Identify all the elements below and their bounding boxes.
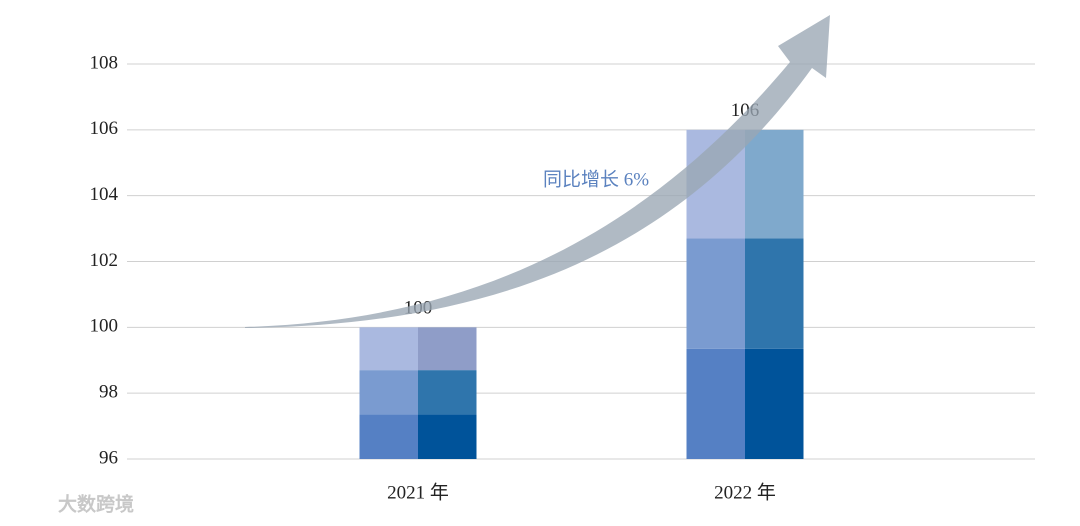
bar-segment — [359, 370, 418, 415]
bar-segment — [686, 238, 745, 349]
growth-arrow — [245, 15, 830, 328]
y-tick-label: 108 — [90, 52, 119, 73]
y-tick-label: 100 — [90, 316, 119, 337]
x-tick-label: 2021 年 — [387, 481, 449, 503]
bar-segment — [418, 414, 477, 459]
bar-segment — [686, 348, 745, 459]
bar-segment — [745, 129, 804, 239]
bar-segment — [418, 370, 477, 415]
y-tick-label: 96 — [99, 447, 118, 468]
bar-segment — [418, 327, 477, 371]
bar-segment — [359, 414, 418, 459]
y-tick-label: 102 — [90, 250, 119, 271]
y-tick-label: 98 — [99, 382, 118, 403]
bar-segment — [745, 238, 804, 349]
watermark: 大数跨境 — [58, 493, 134, 516]
y-tick-label: 106 — [90, 118, 119, 139]
x-tick-label: 2022 年 — [714, 481, 776, 503]
annotation: 同比增长 6% — [543, 168, 649, 190]
bar-segment — [359, 327, 418, 371]
bar-segment — [745, 348, 804, 459]
y-tick-label: 104 — [90, 184, 119, 205]
